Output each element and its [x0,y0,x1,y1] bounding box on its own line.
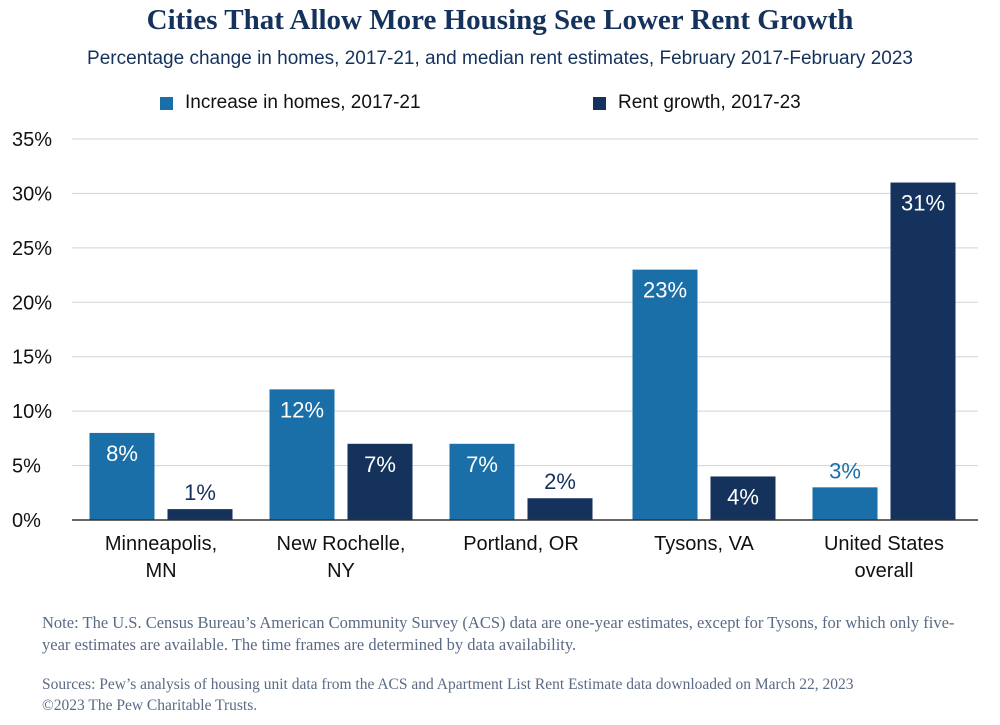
x-category-label: New Rochelle, [277,533,406,555]
legend: Increase in homes, 2017-21 Rent growth, … [0,92,1000,118]
y-tick-label: 0% [12,510,41,532]
data-label: 4% [727,484,759,509]
bar [449,443,515,520]
data-label: 23% [643,278,687,303]
x-category-label: MN [145,560,176,582]
bar [269,389,335,520]
y-tick-label: 20% [12,292,52,314]
legend-swatch-homes [160,96,173,110]
sources-block: Sources: Pew’s analysis of housing unit … [42,674,982,716]
chart-title: Cities That Allow More Housing See Lower… [146,4,854,36]
x-category-label: NY [327,560,355,582]
data-label: 31% [901,191,945,216]
data-label: 8% [106,441,138,466]
bar [812,487,878,520]
data-label: 12% [280,397,324,422]
x-category-label: Portland, OR [463,533,579,555]
chart-subtitle: Percentage change in homes, 2017-21, and… [87,48,913,69]
bar [890,182,956,521]
data-label: 3% [829,458,861,483]
footnote: Note: The U.S. Census Bureau’s American … [42,613,955,654]
legend-item-rent: Rent growth, 2017-23 [593,92,801,114]
y-tick-label: 35% [12,129,52,151]
data-label: 7% [364,452,396,477]
bar [89,432,155,520]
copyright-text: ©2023 The Pew Charitable Trusts. [42,697,258,714]
y-tick-label: 10% [12,401,52,423]
data-label: 7% [466,452,498,477]
legend-swatch-rent [593,96,606,110]
legend-label-homes: Increase in homes, 2017-21 [185,92,421,113]
y-tick-label: 30% [12,183,52,205]
x-category-label: Tysons, VA [654,533,754,555]
sources-text: Sources: Pew’s analysis of housing unit … [42,676,854,693]
data-label: 2% [544,469,576,494]
data-label: 1% [184,480,216,505]
bar [347,443,413,520]
bar [527,498,593,520]
legend-label-rent: Rent growth, 2017-23 [618,92,801,113]
bar [632,269,698,520]
x-category-label: overall [855,560,914,582]
bar [167,509,233,520]
legend-item-homes: Increase in homes, 2017-21 [160,92,421,114]
y-tick-label: 15% [12,347,52,369]
y-tick-label: 5% [12,456,41,478]
x-category-label: United States [824,533,944,555]
bar [710,476,776,520]
x-category-label: Minneapolis, [105,533,217,555]
y-tick-label: 25% [12,238,52,260]
bar-chart: 0% 5% 10% 15% 20% 25% 30% 35% 8% 12% 7% 23% 3% 1% 7% 2%… [12,129,978,582]
